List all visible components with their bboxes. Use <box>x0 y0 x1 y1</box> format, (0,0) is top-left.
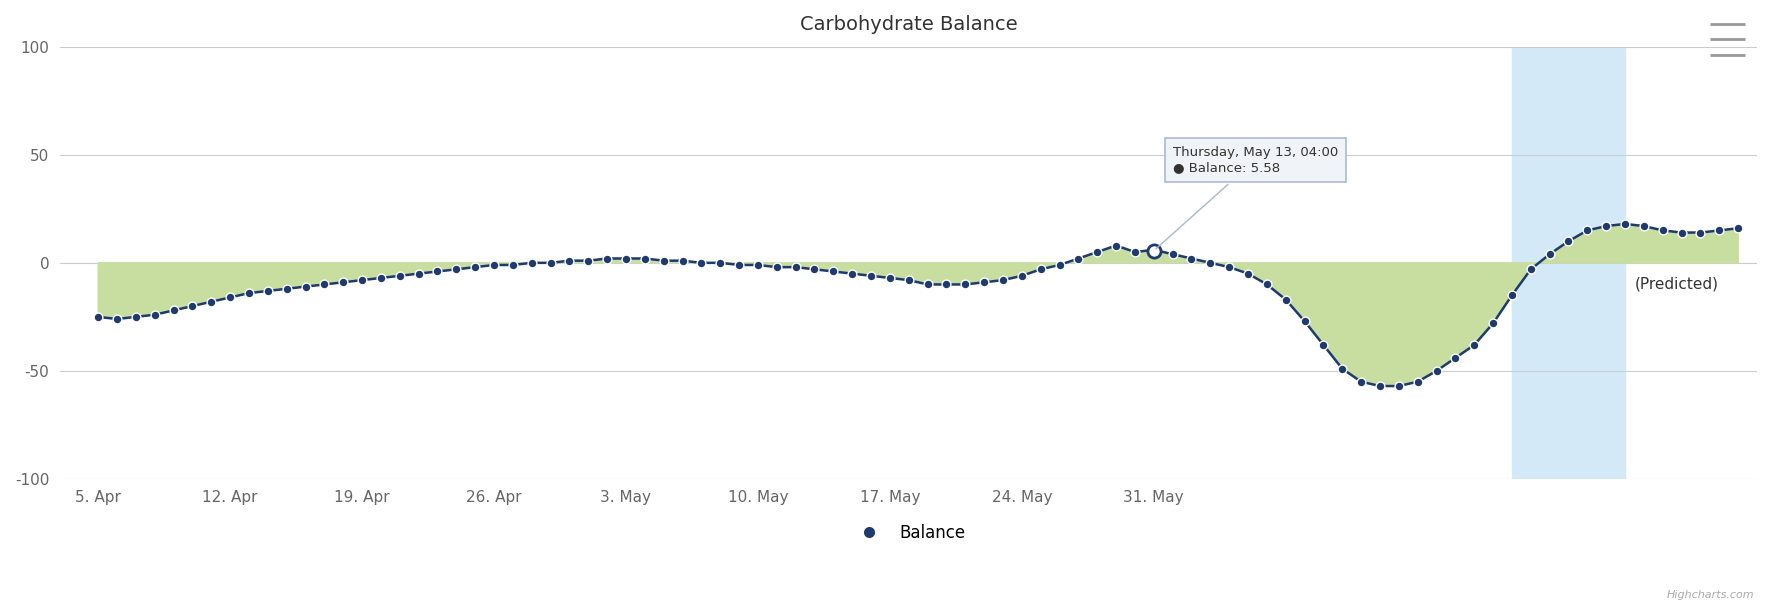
Point <box>611 254 640 264</box>
Text: (Predicted): (Predicted) <box>1634 277 1719 292</box>
Point <box>744 260 773 270</box>
Point <box>310 279 338 289</box>
Point <box>895 275 923 285</box>
Point <box>801 264 829 274</box>
Point <box>253 286 282 296</box>
Point <box>1139 245 1168 255</box>
Point <box>1102 241 1131 250</box>
Point <box>347 275 376 285</box>
Point <box>1517 264 1545 274</box>
Point <box>688 258 716 268</box>
Point <box>1008 271 1037 281</box>
Point <box>330 278 358 287</box>
Point <box>858 271 886 281</box>
Point <box>1347 377 1375 387</box>
Point <box>838 269 867 279</box>
Point <box>668 256 696 265</box>
Point <box>273 284 301 294</box>
Point <box>122 312 151 322</box>
Point <box>781 262 810 272</box>
Point <box>1216 262 1244 272</box>
Point <box>762 262 790 272</box>
Point <box>443 264 471 274</box>
Point <box>197 297 225 307</box>
Point <box>1272 295 1301 304</box>
Point <box>140 310 168 319</box>
Point <box>989 275 1017 285</box>
Point <box>875 273 904 283</box>
Point <box>386 271 415 281</box>
Point <box>480 260 509 270</box>
Point <box>1687 228 1715 238</box>
Point <box>555 256 583 265</box>
Point <box>103 314 131 324</box>
Point <box>1724 224 1753 233</box>
Text: Thursday, May 13, 04:00
● Balance: 5.58: Thursday, May 13, 04:00 ● Balance: 5.58 <box>1155 146 1338 249</box>
Point <box>1045 260 1074 270</box>
Point <box>969 278 998 287</box>
Point <box>1591 221 1620 231</box>
Point <box>1667 228 1696 238</box>
Point <box>404 269 432 279</box>
Point <box>725 260 753 270</box>
Point <box>1384 381 1412 391</box>
Point <box>1253 279 1281 289</box>
Point <box>1441 353 1469 363</box>
Point <box>1705 225 1733 235</box>
Point <box>83 312 112 322</box>
Legend: Balance: Balance <box>845 517 971 548</box>
Point <box>1611 219 1639 228</box>
Point <box>291 282 319 291</box>
Point <box>1630 221 1659 231</box>
Point <box>367 273 395 283</box>
Text: Highcharts.com: Highcharts.com <box>1667 590 1754 600</box>
Point <box>1290 316 1318 326</box>
Point <box>594 254 622 264</box>
Point <box>952 279 980 289</box>
Point <box>574 256 602 265</box>
Point <box>1026 264 1054 274</box>
Point <box>631 254 659 264</box>
Title: Carbohydrate Balance: Carbohydrate Balance <box>799 15 1017 34</box>
Point <box>1480 319 1508 328</box>
Point <box>1536 249 1565 259</box>
Bar <box>1512 47 1625 479</box>
Point <box>1139 246 1168 256</box>
Point <box>236 288 264 298</box>
Point <box>650 256 679 265</box>
Point <box>517 258 546 268</box>
Point <box>1159 249 1187 259</box>
Point <box>1574 225 1602 235</box>
Point <box>1329 364 1357 373</box>
Point <box>1083 247 1111 257</box>
Point <box>424 267 452 276</box>
Point <box>216 293 245 302</box>
Point <box>1648 225 1676 235</box>
Point <box>932 279 960 289</box>
Point <box>159 305 188 315</box>
Point <box>1460 340 1488 350</box>
Point <box>1403 377 1432 387</box>
Point <box>1196 258 1224 268</box>
Point <box>1065 254 1093 264</box>
Point <box>1366 381 1395 391</box>
Point <box>1554 236 1582 246</box>
Point <box>819 267 847 276</box>
Point <box>1423 366 1451 376</box>
Point <box>1177 254 1205 264</box>
Point <box>1120 247 1148 257</box>
Point <box>913 279 941 289</box>
Point <box>179 301 207 311</box>
Point <box>1310 340 1338 350</box>
Point <box>1233 269 1262 279</box>
Point <box>1497 290 1526 300</box>
Point <box>537 258 565 268</box>
Point <box>461 262 489 272</box>
Point <box>705 258 734 268</box>
Point <box>498 260 526 270</box>
